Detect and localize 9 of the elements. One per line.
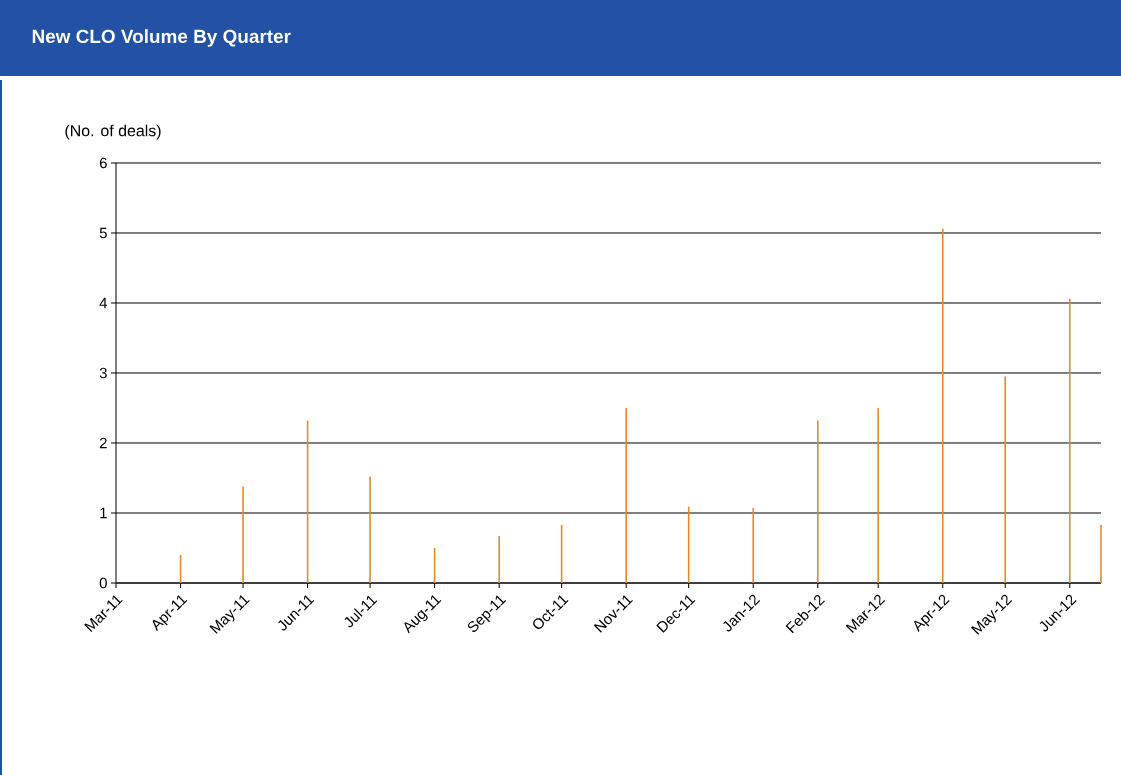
chart-title: New CLO Volume By Quarter [32,29,291,47]
y-tick-label: 1 [100,507,107,519]
y-tick-label: 0 [99,577,107,589]
y-tick-label: 6 [99,157,107,169]
y-tick-label: 4 [99,297,108,309]
y-tick-label: 3 [99,367,107,379]
y-tick-label: 5 [99,227,107,239]
y-tick-label: 2 [99,437,107,449]
y-axis-title: (No. of deals) [65,124,161,140]
